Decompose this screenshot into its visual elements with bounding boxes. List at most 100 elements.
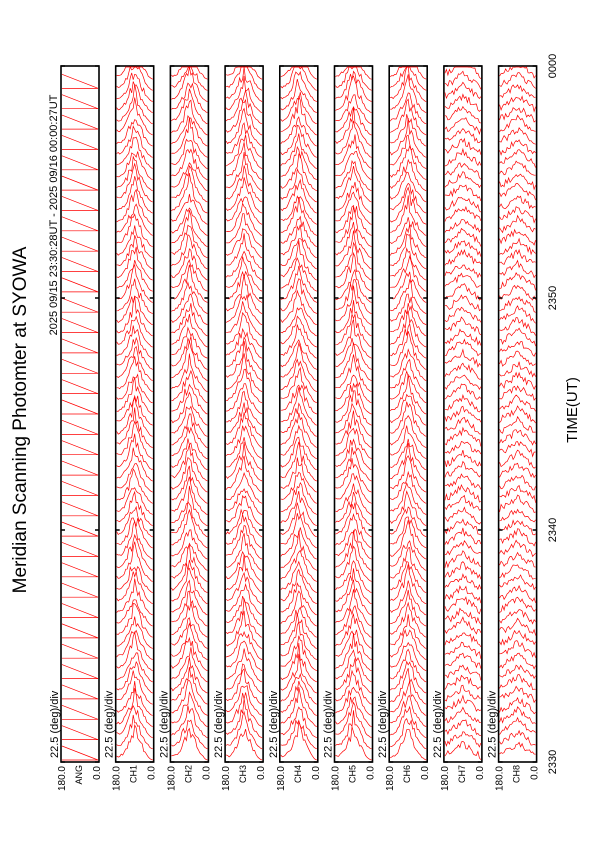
- scan-trace: [171, 207, 208, 236]
- scan-trace: [280, 66, 317, 80]
- scan-trace: [499, 371, 536, 390]
- scan-trace: [444, 147, 482, 167]
- scan-trace: [226, 213, 263, 247]
- scan-trace: [280, 178, 317, 214]
- scan-trace: [280, 613, 317, 649]
- scan-trace: [390, 233, 427, 270]
- scan-trace: [390, 695, 427, 727]
- scan-trace: [280, 79, 317, 113]
- scan-trace: [444, 70, 482, 90]
- scan-trace: [335, 241, 372, 281]
- scan-trace: [171, 314, 208, 348]
- y-tick-top: 180.0: [495, 766, 506, 791]
- scan-trace: [444, 66, 482, 80]
- angle-ramp: [61, 399, 99, 415]
- scan-trace: [335, 410, 372, 448]
- scan-trace: [444, 383, 482, 400]
- scan-trace: [116, 136, 153, 169]
- scan-trace: [171, 727, 208, 761]
- scan-trace: [225, 76, 263, 113]
- scan-trace: [225, 550, 263, 582]
- scan-trace: [225, 134, 263, 169]
- scan-trace: [499, 66, 536, 79]
- angle-ramp: [61, 338, 99, 354]
- scan-trace: [171, 413, 208, 448]
- scan-trace: [444, 417, 481, 435]
- scan-trace: [499, 484, 536, 503]
- scan-trace: [171, 172, 208, 214]
- scan-trace: [280, 530, 317, 571]
- scan-trace: [389, 415, 427, 448]
- scan-trace: [444, 561, 482, 580]
- scan-trace: [116, 520, 153, 560]
- scan-trace: [225, 442, 263, 482]
- scan-trace: [171, 303, 208, 337]
- angle-ramp: [61, 135, 99, 150]
- scan-trace: [225, 668, 263, 705]
- panel-ch4: 22.5 (deg)/div 180.0 0.0 CH4: [268, 65, 322, 791]
- scan-trace: [499, 415, 536, 434]
- scan-trace: [335, 134, 372, 169]
- scan-trace: [335, 726, 372, 761]
- scan-trace: [171, 148, 208, 180]
- scan-trace: [280, 719, 317, 750]
- scan-trace: [499, 551, 536, 568]
- scan-trace: [116, 66, 153, 80]
- scan-trace: [225, 710, 263, 750]
- channel-label: CH2: [183, 765, 193, 783]
- scan-trace: [225, 508, 263, 538]
- scan-trace: [444, 573, 482, 591]
- panel-frame: [443, 65, 483, 763]
- scan-trace: [499, 139, 536, 156]
- scan-trace: [116, 296, 153, 337]
- scan-trace: [116, 155, 153, 192]
- scan-trace: [444, 441, 482, 455]
- scan-trace: [389, 186, 427, 225]
- scan-trace: [116, 225, 153, 259]
- y-tick-bottom: 0.0: [420, 766, 431, 780]
- scan-trace: [390, 271, 427, 303]
- x-axis-label: TIME(UT): [564, 377, 581, 443]
- x-tick-label-2350: 2350: [547, 286, 559, 310]
- scan-trace: [116, 336, 153, 370]
- channel-label: CH5: [348, 765, 358, 783]
- panel-frame: [278, 65, 319, 763]
- scan-trace: [499, 385, 536, 401]
- scan-trace: [390, 331, 427, 370]
- scan-trace: [225, 340, 263, 381]
- scan-trace: [390, 614, 427, 649]
- scan-trace: [280, 402, 317, 437]
- scan-trace: [444, 684, 481, 702]
- scan-trace: [390, 455, 427, 493]
- scan-trace: [225, 692, 263, 727]
- scan-trace: [499, 429, 536, 446]
- scan-trace: [335, 314, 372, 348]
- scan-trace: [335, 632, 372, 672]
- scan-trace: [280, 195, 317, 225]
- angle-ramp: [61, 420, 99, 435]
- panel-ch1: 22.5 (deg)/div 180.0 0.0 CH1: [104, 65, 158, 791]
- scan-trace: [335, 568, 372, 605]
- scan-trace: [116, 259, 153, 292]
- scan-trace: [390, 182, 427, 214]
- scan-trace: [171, 567, 208, 605]
- scan-trace: [444, 127, 482, 144]
- scan-trace: [280, 265, 317, 303]
- angle-ramp: [61, 582, 99, 598]
- scan-trace: [335, 438, 372, 471]
- scan-trace: [335, 94, 372, 125]
- scan-trace: [444, 227, 482, 247]
- scan-trace: [390, 705, 427, 739]
- scan-trace: [335, 458, 372, 493]
- y-tick-top: 180.0: [276, 766, 287, 791]
- scan-trace: [444, 584, 482, 604]
- scan-trace: [390, 506, 427, 538]
- scale-label: 22.5 (deg)/div: [104, 690, 116, 758]
- scan-trace: [335, 491, 372, 526]
- scan-trace: [225, 685, 263, 716]
- scan-trace: [499, 696, 536, 715]
- scan-trace: [389, 660, 427, 694]
- panel-frame: [388, 65, 429, 763]
- scan-trace: [444, 328, 482, 346]
